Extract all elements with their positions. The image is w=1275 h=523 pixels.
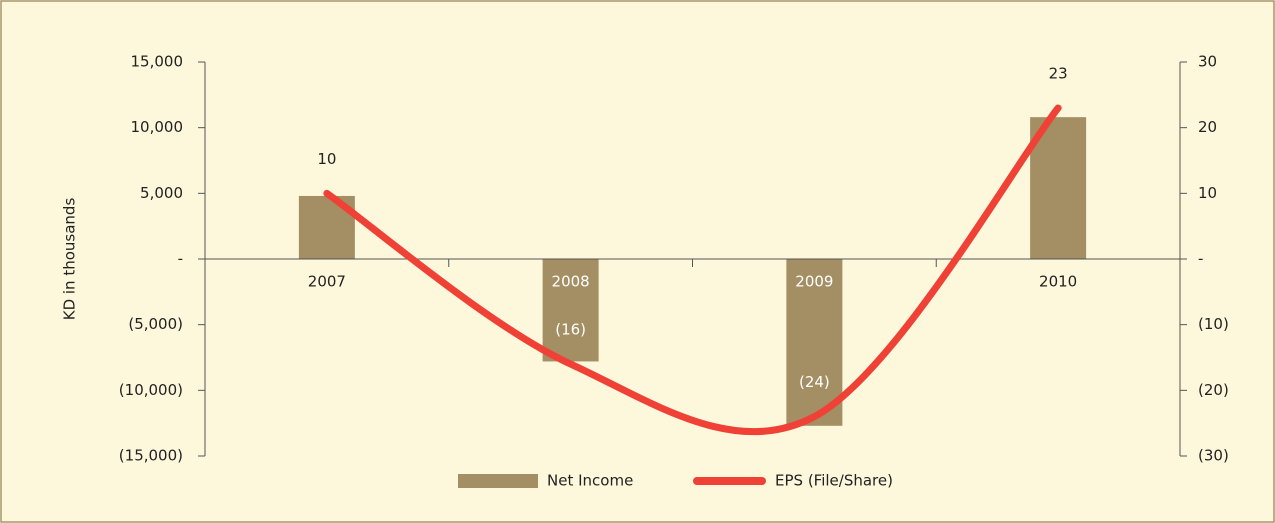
y-axis-label: KD in thousands xyxy=(61,198,79,321)
data-label: (24) xyxy=(799,373,830,391)
y-tick-label: (5,000) xyxy=(128,315,183,333)
y-tick-label: - xyxy=(178,250,183,268)
data-label: (16) xyxy=(555,321,586,339)
y2-tick-label: (20) xyxy=(1198,381,1229,399)
legend-swatch xyxy=(458,474,538,488)
data-label: 23 xyxy=(1049,64,1068,82)
y2-tick-label: 10 xyxy=(1198,184,1217,202)
x-tick-label: 2008 xyxy=(552,273,590,291)
bar xyxy=(542,259,599,362)
y2-tick-label: - xyxy=(1198,250,1203,268)
y-tick-label: 15,000 xyxy=(131,53,184,71)
y-tick-label: (10,000) xyxy=(119,381,183,399)
legend-label: EPS (File/Share) xyxy=(775,472,893,490)
y2-tick-label: (30) xyxy=(1198,447,1229,465)
line xyxy=(323,104,1062,436)
legend-label: Net Income xyxy=(547,472,633,490)
x-tick-label: 2007 xyxy=(308,273,346,291)
y-tick-label: (15,000) xyxy=(119,447,183,465)
x-tick-label: 2009 xyxy=(795,273,833,291)
y-tick-label: 10,000 xyxy=(131,118,184,136)
data-label: 10 xyxy=(317,150,336,168)
bar xyxy=(786,259,843,426)
x-tick-label: 2010 xyxy=(1039,273,1077,291)
y2-tick-label: 20 xyxy=(1198,118,1217,136)
y2-tick-label: 30 xyxy=(1198,53,1217,71)
y-tick-label: 5,000 xyxy=(140,184,183,202)
y2-tick-label: (10) xyxy=(1198,315,1229,333)
bar xyxy=(1030,117,1087,259)
